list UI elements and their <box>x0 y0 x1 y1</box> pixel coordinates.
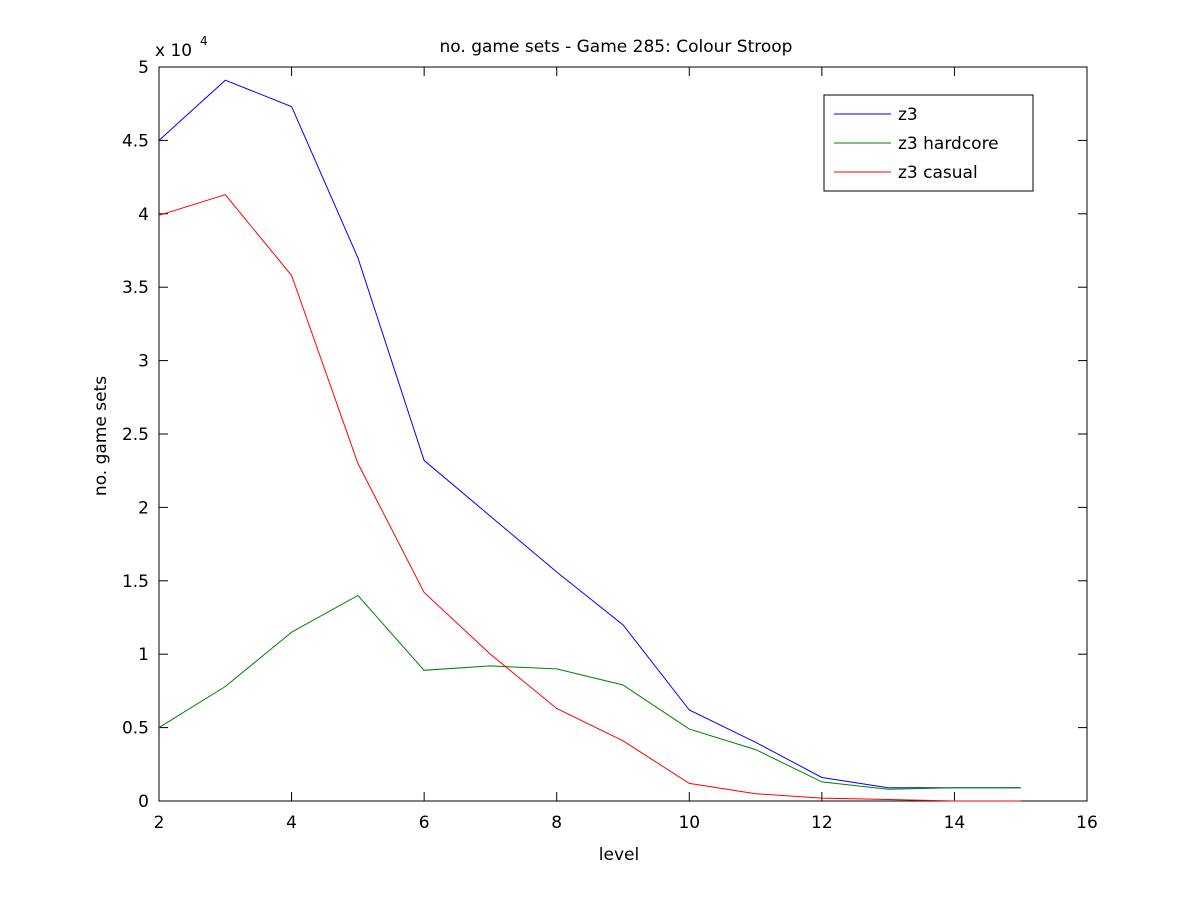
x-tick-label: 6 <box>419 813 430 833</box>
x-axis-label: level <box>599 845 639 865</box>
y-axis-multiplier: x 10 4 <box>155 34 208 61</box>
x-tick-label: 2 <box>154 813 165 833</box>
series-line-z3 <box>158 79 1021 789</box>
x-tick-label: 10 <box>678 813 700 833</box>
y-tick-label: 3.5 <box>122 278 149 298</box>
y-tick-label: 0.5 <box>122 719 149 739</box>
x-tick-label: 16 <box>1076 813 1098 833</box>
y-tick-label: 0 <box>138 792 149 812</box>
legend-entry-label: z3 casual <box>898 163 978 183</box>
y-multiplier-base: x 10 <box>155 41 192 61</box>
series-line-z3-hardcore <box>158 594 1021 790</box>
series-line-z3-casual <box>158 194 1021 802</box>
y-multiplier-exponent: 4 <box>200 34 208 48</box>
plot-area: 2 4 6 8 10 12 14 16 0 0.5 1 1.5 2 2.5 3 3.5 4 4.5 5 <box>122 58 1098 833</box>
y-tick-label: 1 <box>138 645 149 665</box>
y-tick-label: 3 <box>138 352 149 372</box>
y-axis-label: no. game sets <box>91 376 111 496</box>
legend-entry-label: z3 hardcore <box>898 134 999 154</box>
x-tick-label: 4 <box>286 813 297 833</box>
y-tick-label: 2.5 <box>122 425 149 445</box>
y-tick-label: 4.5 <box>122 131 149 151</box>
y-tick-label: 1.5 <box>122 572 149 592</box>
legend: z3 z3 hardcore z3 casual <box>823 94 1034 192</box>
chart-title: no. game sets - Game 285: Colour Stroop <box>440 37 793 57</box>
y-tick-label: 5 <box>138 58 149 78</box>
x-tick-label: 8 <box>551 813 562 833</box>
legend-entry-label: z3 <box>898 105 918 125</box>
x-tick-label: 12 <box>811 813 833 833</box>
y-tick-label: 2 <box>138 498 149 518</box>
x-tick-label: 14 <box>944 813 966 833</box>
y-tick-label: 4 <box>138 205 149 225</box>
